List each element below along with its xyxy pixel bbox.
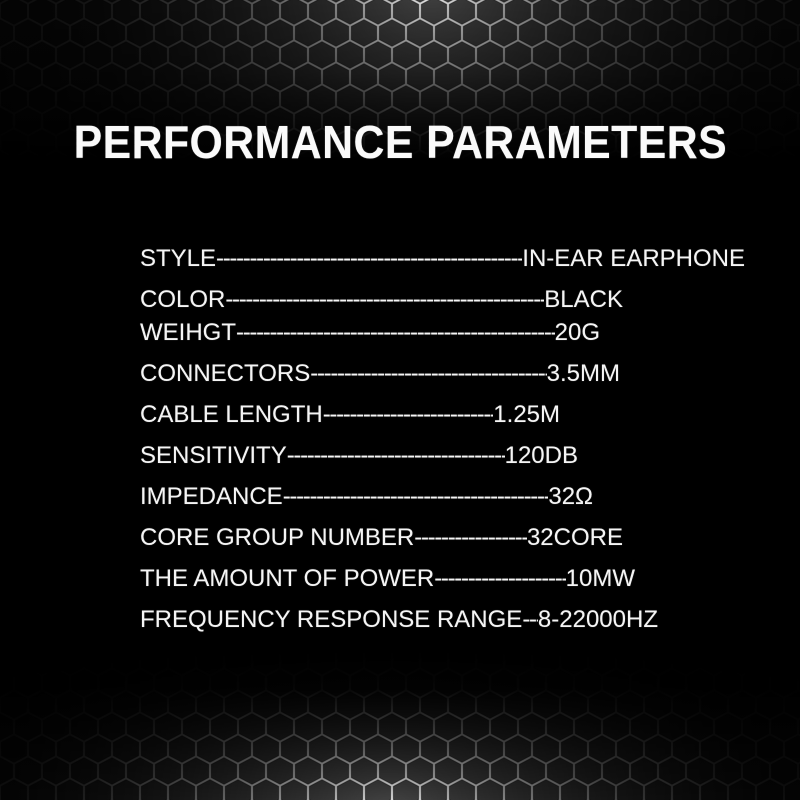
spec-label: SENSITIVITY (140, 442, 287, 469)
hexagon-pattern-top (0, 0, 800, 160)
spec-value: 3.5MM (546, 360, 620, 387)
spec-row-core-group-number: CORE GROUP NUMBER ----------------------… (140, 523, 623, 553)
spec-leader-dashes: ----------------------------------------… (282, 483, 549, 510)
spec-leader-dashes: ----------------------------------------… (434, 565, 566, 592)
spec-label: FREQUENCY RESPONSE RANGE (140, 606, 523, 633)
spec-value: BLACK (544, 286, 623, 313)
spec-row-sensitivity: SENSITIVITY ----------------------------… (140, 441, 578, 471)
spec-value: 1.25M (493, 401, 560, 428)
spec-leader-dashes: ----------------------------------------… (286, 442, 505, 469)
spec-row-cable-length: CABLE LENGTH ---------------------------… (140, 400, 560, 430)
spec-label: THE AMOUNT OF POWER (140, 565, 435, 592)
spec-label: STYLE (140, 245, 217, 272)
spec-value: 32Ω (548, 483, 593, 510)
spec-value: 10MW (565, 565, 635, 592)
spec-row-color: COLOR ----------------------------------… (140, 285, 623, 315)
spec-label: CONNECTORS (140, 360, 311, 387)
spec-row-amount-of-power: THE AMOUNT OF POWER --------------------… (140, 564, 635, 594)
spec-label: CORE GROUP NUMBER (140, 524, 415, 551)
spec-leader-dashes: ----------------------------------------… (236, 319, 555, 346)
spec-leader-dashes: ----------------------------------------… (522, 606, 538, 633)
spec-value: IN-EAR EARPHONE (522, 245, 745, 272)
spec-value: 120DB (504, 442, 578, 469)
spec-leader-dashes: ----------------------------------------… (322, 401, 494, 428)
spec-row-frequency-response-range: FREQUENCY RESPONSE RANGE ---------------… (140, 605, 658, 635)
spec-label: IMPEDANCE (140, 483, 283, 510)
spec-list: STYLE ----------------------------------… (140, 244, 745, 646)
page-title: PERFORMANCE PARAMETERS (0, 114, 800, 170)
spec-row-style: STYLE ----------------------------------… (140, 244, 745, 274)
hexagon-pattern-bottom (0, 650, 800, 800)
spec-value: 8-22000HZ (537, 606, 658, 633)
spec-row-connectors: CONNECTORS -----------------------------… (140, 359, 620, 389)
spec-value: 32CORE (526, 524, 623, 551)
spec-label: WEIHGT (140, 319, 236, 346)
spec-leader-dashes: ----------------------------------------… (414, 524, 527, 551)
spec-leader-dashes: ----------------------------------------… (310, 360, 546, 387)
page-title-text: PERFORMANCE PARAMETERS (73, 116, 727, 168)
spec-label: CABLE LENGTH (140, 401, 323, 428)
spec-value: 20G (554, 319, 600, 346)
spec-row-impedance: IMPEDANCE ------------------------------… (140, 482, 593, 512)
spec-label: COLOR (140, 286, 226, 313)
spec-leader-dashes: ----------------------------------------… (225, 286, 544, 313)
spec-row-weight: WEIHGT ---------------------------------… (140, 318, 600, 348)
spec-leader-dashes: ----------------------------------------… (216, 245, 522, 272)
